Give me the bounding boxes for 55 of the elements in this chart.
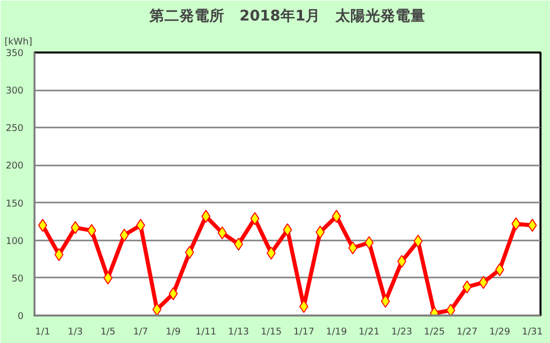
x-tick-label: 1/15 <box>260 326 282 338</box>
point <box>250 212 260 226</box>
y-axis-title: [kWh] <box>4 36 32 48</box>
x-tick-label: 1/29 <box>489 326 510 338</box>
x-tick-label: 1/9 <box>166 326 181 338</box>
point <box>201 210 210 223</box>
x-tick-label: 1/1 <box>35 326 50 338</box>
point <box>462 280 472 294</box>
y-tick-label: 250 <box>6 123 24 134</box>
point <box>478 276 488 289</box>
point <box>266 246 276 260</box>
point <box>512 217 521 230</box>
point <box>218 226 227 240</box>
point <box>87 224 96 238</box>
point <box>152 302 162 316</box>
x-tick-label: 1/25 <box>424 326 445 338</box>
x-tick-label: 1/27 <box>456 326 478 338</box>
point <box>299 300 308 313</box>
point <box>332 210 341 223</box>
y-tick-label: 200 <box>6 160 24 172</box>
x-tick-label: 1/7 <box>133 326 148 338</box>
point <box>70 221 80 234</box>
y-tick-label: 300 <box>6 86 24 97</box>
point <box>348 241 358 254</box>
y-tick-label: 50 <box>12 273 24 284</box>
x-tick-label: 1/31 <box>522 326 543 338</box>
point <box>54 248 64 262</box>
x-tick-label: 1/3 <box>68 326 83 338</box>
x-tick-label: 1/23 <box>391 326 412 338</box>
point <box>446 304 456 316</box>
x-tick-label: 1/5 <box>100 326 116 338</box>
y-tick-label: 0 <box>18 311 24 322</box>
x-tick-label: 1/11 <box>195 326 216 338</box>
point <box>136 218 146 232</box>
point <box>185 246 194 259</box>
point <box>120 228 129 242</box>
point <box>103 271 112 284</box>
point <box>495 263 504 276</box>
y-tick-label: 350 <box>6 48 24 59</box>
y-tick-label: 150 <box>6 198 24 210</box>
point <box>397 254 406 268</box>
point <box>364 236 374 250</box>
chart-title: 第二発電所 2018年1月 太陽光発電量 <box>148 8 426 24</box>
point <box>38 218 48 232</box>
x-tick-label: 1/21 <box>358 326 380 338</box>
y-tick-label: 100 <box>6 236 24 247</box>
point <box>234 238 244 251</box>
x-tick-label: 1/17 <box>293 326 314 338</box>
x-tick-label: 1/19 <box>326 326 348 338</box>
point <box>528 218 537 232</box>
point <box>168 287 178 300</box>
point <box>414 234 423 248</box>
x-tick-label: 1/13 <box>228 326 250 338</box>
point <box>316 226 325 239</box>
point <box>380 294 390 308</box>
